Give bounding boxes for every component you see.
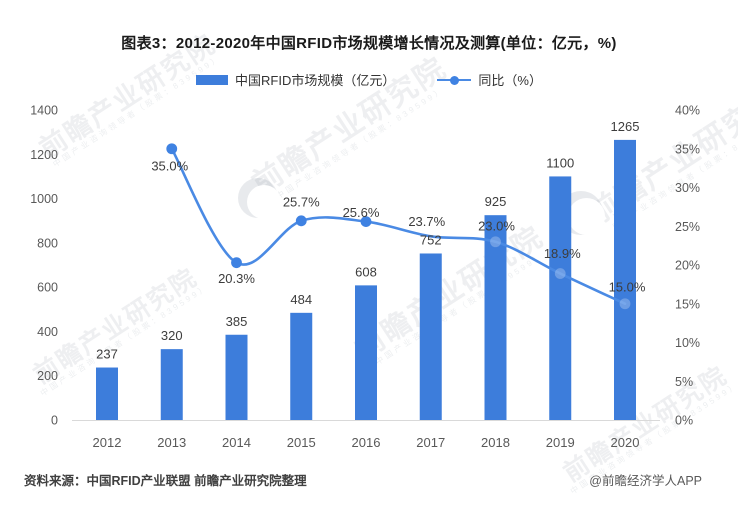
bar xyxy=(160,349,183,420)
line-marker xyxy=(295,215,307,227)
left-axis-tick: 0 xyxy=(51,414,58,428)
right-axis-tick: 25% xyxy=(675,220,700,234)
right-axis-tick: 35% xyxy=(675,142,700,156)
x-axis-label: 2019 xyxy=(546,435,575,450)
bar-value-label: 385 xyxy=(226,314,248,329)
x-axis-label: 2020 xyxy=(611,435,640,450)
legend-item-market-size: 中国RFID市场规模（亿元） xyxy=(196,70,395,89)
bar-value-label: 925 xyxy=(485,194,507,209)
line-marker xyxy=(231,257,242,269)
growth-value-label: 25.7% xyxy=(283,194,320,209)
bar xyxy=(355,285,377,420)
bar xyxy=(225,334,248,420)
x-axis-label: 2013 xyxy=(157,435,186,450)
bar-value-label: 1100 xyxy=(546,155,574,170)
legend-label-market-size: 中国RFID市场规模（亿元） xyxy=(235,73,396,88)
left-axis-tick: 400 xyxy=(37,325,58,339)
bar-value-label: 1265 xyxy=(611,119,640,134)
source-note: 资料来源：中国RFID产业联盟 前瞻产业研究院整理 xyxy=(24,474,307,488)
x-axis-label: 2015 xyxy=(287,435,316,450)
line-marker-ghost xyxy=(490,236,501,248)
legend-item-growth: 同比（%） xyxy=(437,70,542,89)
line-marker xyxy=(360,216,372,228)
growth-value-label: 20.3% xyxy=(218,271,255,286)
bar xyxy=(290,312,313,420)
growth-value-label: 25.6% xyxy=(343,205,380,220)
growth-value-label: 18.9% xyxy=(544,246,581,261)
legend-label-growth: 同比（%） xyxy=(478,73,542,88)
growth-value-label: 23.0% xyxy=(478,218,515,233)
x-axis-label: 2016 xyxy=(352,435,381,450)
bar-value-label: 320 xyxy=(161,328,183,343)
x-axis-label: 2012 xyxy=(93,435,122,450)
bar xyxy=(614,139,636,420)
right-axis-tick: 5% xyxy=(675,375,693,389)
line-marker-ghost xyxy=(554,268,566,279)
bar xyxy=(484,215,507,420)
growth-value-label: 15.0% xyxy=(609,279,646,294)
bar-series-swatch-icon xyxy=(196,74,229,85)
line-marker xyxy=(166,143,178,155)
left-axis-tick: 600 xyxy=(37,281,58,295)
credit-note: @前瞻经济学人APP xyxy=(589,474,702,488)
right-axis-tick: 10% xyxy=(675,336,700,350)
x-axis-label: 2014 xyxy=(222,435,251,450)
chart-legend: 中国RFID市场规模（亿元） 同比（%） xyxy=(0,70,738,89)
left-axis-tick: 1400 xyxy=(30,104,58,118)
right-axis-tick: 0% xyxy=(675,414,693,428)
left-axis-tick: 800 xyxy=(37,236,58,250)
bar xyxy=(419,253,442,420)
right-axis-tick: 40% xyxy=(675,104,700,118)
right-axis-tick: 30% xyxy=(675,181,700,195)
chart-title: 图表3：2012-2020年中国RFID市场规模增长情况及测算(单位：亿元，%) xyxy=(121,35,617,52)
line-series-swatch-icon xyxy=(437,75,472,85)
bar-value-label: 484 xyxy=(290,292,312,307)
left-axis-tick: 1200 xyxy=(30,148,58,162)
right-axis-tick: 20% xyxy=(675,259,700,273)
right-axis-tick: 15% xyxy=(675,297,700,311)
bar-value-label: 752 xyxy=(420,232,442,247)
line-marker-ghost xyxy=(619,298,631,310)
bar-value-label: 237 xyxy=(96,347,118,362)
growth-value-label: 23.7% xyxy=(408,214,445,229)
left-axis-tick: 200 xyxy=(37,369,58,383)
bar-value-label: 608 xyxy=(355,264,377,279)
left-axis-tick: 1000 xyxy=(30,192,58,206)
x-axis-label: 2017 xyxy=(416,435,445,450)
bar xyxy=(96,367,118,420)
x-axis-label: 2018 xyxy=(481,435,510,450)
growth-value-label: 35.0% xyxy=(151,158,188,173)
bar xyxy=(549,176,572,420)
